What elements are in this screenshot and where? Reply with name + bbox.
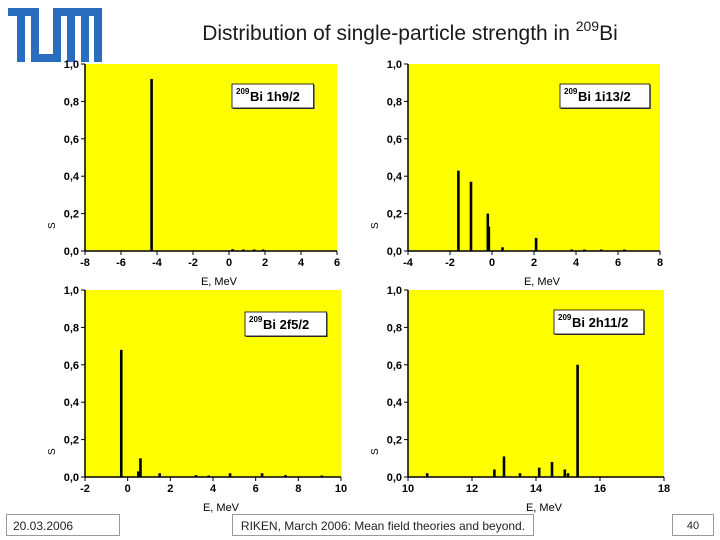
y-tick-label: 0,6 (387, 134, 402, 146)
y-tick-label: 0,8 (64, 96, 79, 108)
y-tick-label: 1,0 (64, 285, 79, 297)
title-superscript: 209 (575, 18, 600, 34)
label-box (553, 309, 645, 335)
x-tick-label: -8 (80, 257, 90, 269)
y-tick-label: 1,0 (387, 285, 402, 297)
x-axis-label: E, MeV (526, 502, 563, 514)
x-tick-label: 6 (615, 257, 621, 269)
y-tick-label: 0,0 (387, 472, 402, 484)
label-text: Bi 1h9/2 (250, 89, 300, 104)
x-tick-label: -2 (80, 483, 90, 495)
label-box (559, 83, 651, 109)
y-tick-label: 0,6 (64, 360, 79, 372)
x-tick-label: 18 (658, 483, 670, 495)
x-tick-label: 2 (262, 257, 268, 269)
footer-caption: RIKEN, March 2006: Mean field theories a… (232, 514, 534, 536)
label-text: Bi 2f5/2 (263, 317, 309, 332)
x-tick-label: 6 (253, 483, 259, 495)
x-tick-label: -4 (403, 257, 414, 269)
x-tick-label: 10 (335, 483, 347, 495)
x-tick-label: -2 (188, 257, 198, 269)
chart-panel-2: 0,0 0,2 0,4 0,6 0,8 1,0 -4 -2 0 2 4 6 8 E, MeV S 209 Bi … (370, 59, 663, 288)
y-tick-label: 0,2 (387, 209, 402, 221)
label-superscript: 209 (236, 87, 250, 96)
label-superscript: 209 (564, 87, 578, 96)
y-tick-label: 0,0 (387, 246, 402, 258)
label-box (244, 311, 327, 337)
footer-date: 20.03.2006 (6, 514, 120, 536)
y-tick-label: 0,2 (387, 435, 402, 447)
title-text: Distribution of single-particle strength… (202, 22, 576, 45)
x-axis-label: E, MeV (201, 276, 238, 288)
x-tick-label: -2 (445, 257, 455, 269)
x-tick-label: 6 (334, 257, 340, 269)
x-tick-label: 4 (210, 483, 217, 495)
x-tick-label: 0 (489, 257, 495, 269)
x-tick-label: -6 (116, 257, 126, 269)
chart-panel-4: 0,0 0,2 0,4 0,6 0,8 1,0 10 12 14 16 18 E, MeV S 209 Bi… (370, 285, 670, 514)
footer-page-number: 40 (672, 514, 714, 536)
slide-title: Distribution of single-particle strength… (110, 18, 710, 46)
y-axis-label: S (47, 222, 58, 229)
x-tick-label: 2 (531, 257, 537, 269)
x-tick-label: 8 (657, 257, 663, 269)
chart-panel-1: 0,0 0,2 0,4 0,6 0,8 1,0 -8 -6 -4 -2 0 2 4 6 E, MeV S 209… (47, 59, 340, 288)
x-tick-label: 4 (298, 257, 305, 269)
y-tick-label: 0,4 (387, 397, 403, 409)
y-tick-label: 0,2 (64, 209, 79, 221)
x-tick-label: 4 (573, 257, 580, 269)
x-tick-label: 0 (125, 483, 131, 495)
title-element: Bi (599, 22, 618, 45)
x-tick-label: 0 (226, 257, 232, 269)
y-tick-label: 1,0 (64, 59, 79, 71)
y-tick-label: 0,2 (64, 435, 79, 447)
label-superscript: 209 (249, 315, 263, 324)
x-axis-label: E, MeV (524, 276, 561, 288)
x-tick-label: 14 (530, 483, 543, 495)
label-text: Bi 1i13/2 (578, 89, 631, 104)
x-tick-label: 10 (402, 483, 414, 495)
y-tick-label: 0,8 (387, 322, 402, 334)
chart-panel-3: 0,0 0,2 0,4 0,6 0,8 1,0 -2 0 2 4 6 8 10 E, MeV S 209 Bi … (47, 285, 347, 514)
tum-logo (8, 8, 102, 62)
y-tick-label: 0,8 (64, 322, 79, 334)
x-axis-label: E, MeV (203, 502, 240, 514)
y-axis-label: S (47, 448, 58, 455)
y-axis-label: S (370, 222, 381, 229)
y-tick-label: 0,8 (387, 96, 402, 108)
label-box (231, 83, 314, 109)
x-tick-label: -4 (152, 257, 163, 269)
y-tick-label: 0,4 (64, 171, 80, 183)
x-tick-label: 12 (466, 483, 478, 495)
y-tick-label: 0,6 (64, 134, 79, 146)
y-axis-label: S (370, 448, 381, 455)
y-tick-label: 0,0 (64, 472, 79, 484)
label-text: Bi 2h11/2 (572, 315, 628, 330)
y-tick-label: 0,0 (64, 246, 79, 258)
y-tick-label: 0,6 (387, 360, 402, 372)
label-superscript: 209 (558, 313, 572, 322)
x-tick-label: 2 (167, 483, 173, 495)
x-tick-label: 8 (295, 483, 301, 495)
y-tick-label: 1,0 (387, 59, 402, 71)
y-tick-label: 0,4 (64, 397, 80, 409)
y-tick-label: 0,4 (387, 171, 403, 183)
x-tick-label: 16 (594, 483, 606, 495)
